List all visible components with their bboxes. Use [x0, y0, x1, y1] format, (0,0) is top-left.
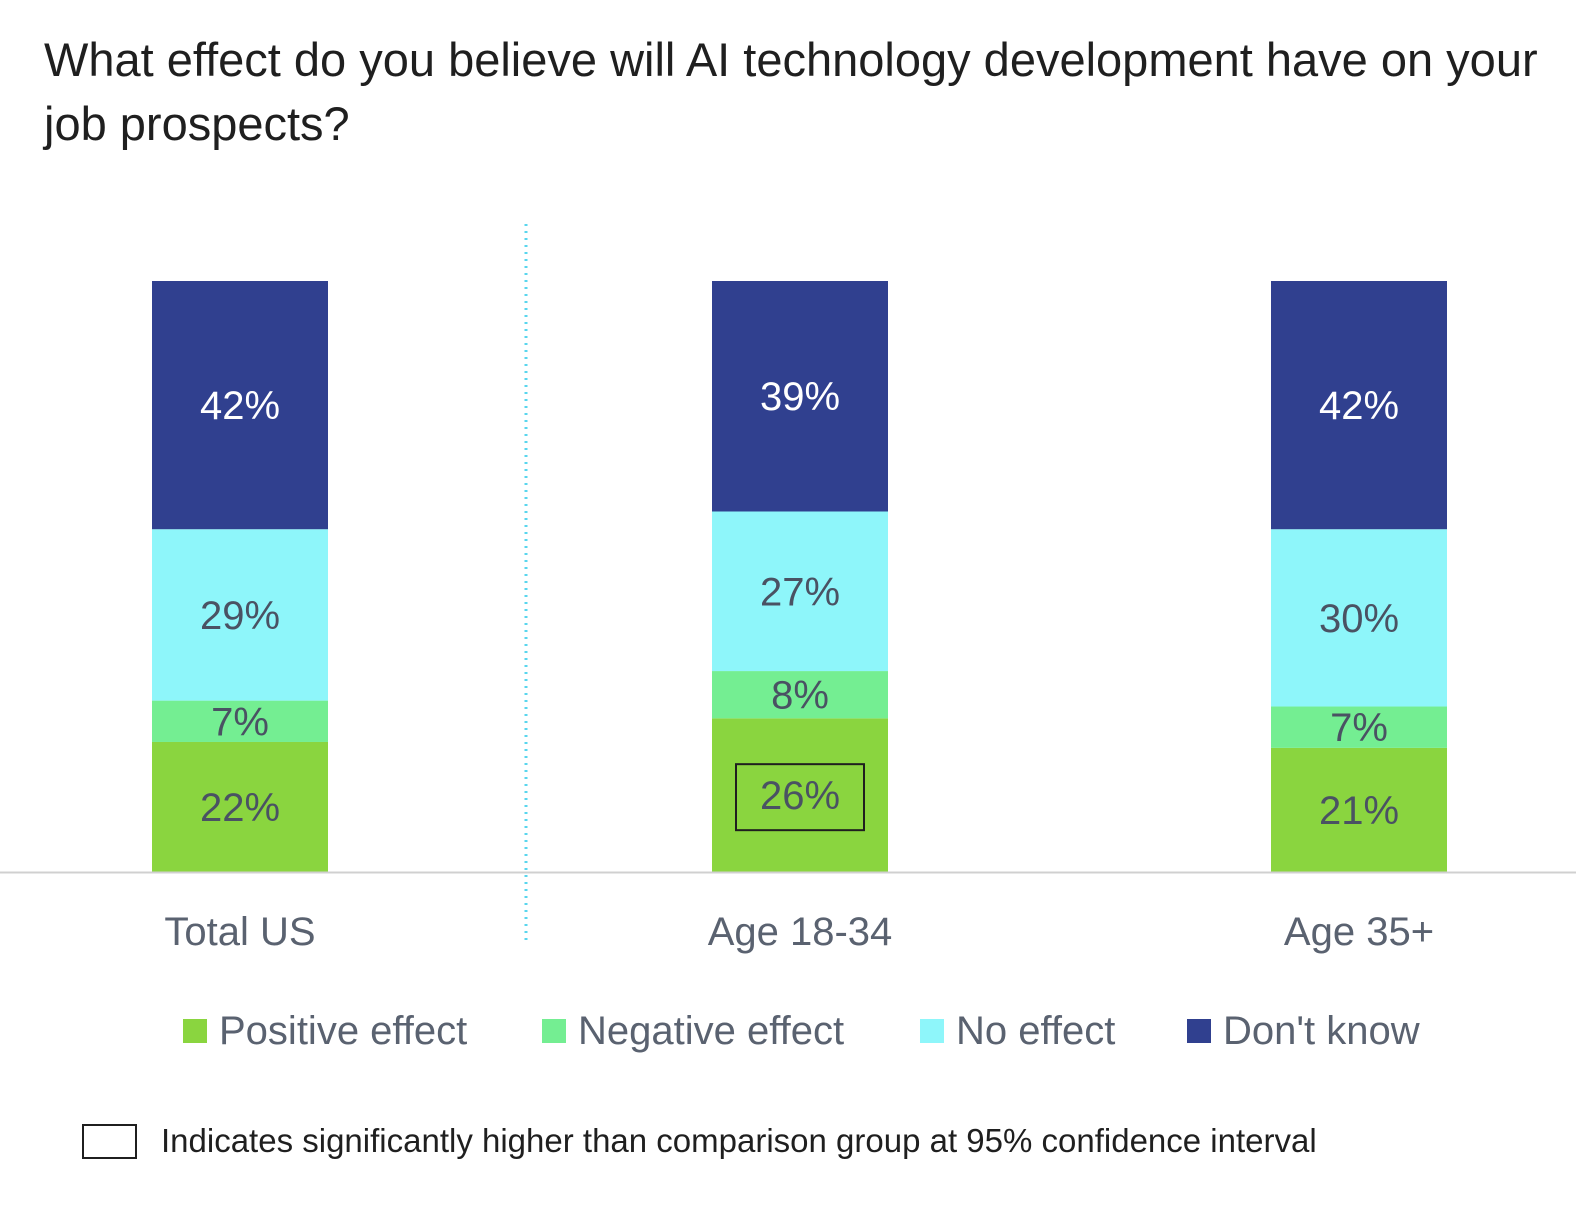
- value-label-age-35-negative-effect: 7%: [1330, 706, 1388, 750]
- legend-label-no-effect: No effect: [956, 1008, 1116, 1053]
- value-label-age-35-positive-effect: 21%: [1319, 789, 1399, 833]
- category-label-total-us: Total US: [164, 910, 315, 954]
- legend-item-negative-effect: Negative effect: [542, 1006, 844, 1056]
- value-label-total-us-don-t-know: 42%: [200, 384, 280, 428]
- legend-item-dont-know: Don't know: [1187, 1006, 1420, 1056]
- footnote-text: Indicates significantly higher than comp…: [161, 1122, 1317, 1159]
- bar-segment-age-18-34-positive-effect: [712, 718, 888, 872]
- category-label-age-35: Age 35+: [1284, 910, 1434, 954]
- stacked-bar-chart: 22% 7% 29% 42% Total US 26% 8% 27% 39% Age 18-34 2…: [0, 224, 1576, 954]
- legend-swatch-negative-effect: [542, 1019, 566, 1043]
- significance-box-icon: [82, 1123, 137, 1159]
- bar-segment-age-18-34-negative-effect: [712, 671, 888, 719]
- bar-segment-age-18-34-don-t-know: [712, 281, 888, 512]
- bar-segment-total-us-negative-effect: [152, 700, 328, 742]
- legend: Positive effect Negative effect No effec…: [0, 1006, 1576, 1056]
- bar-segment-age-35-negative-effect: [1271, 706, 1447, 748]
- legend-item-positive-effect: Positive effect: [183, 1006, 467, 1056]
- legend-label-negative-effect: Negative effect: [578, 1008, 845, 1053]
- value-label-age-18-34-positive-effect: 26%: [760, 774, 840, 818]
- legend-swatch-positive-effect: [183, 1019, 207, 1043]
- legend-label-positive-effect: Positive effect: [219, 1008, 468, 1053]
- bar-segment-total-us-don-t-know: [152, 281, 328, 530]
- bar-segment-age-35-no-effect: [1271, 529, 1447, 707]
- bar-segment-age-35-positive-effect: [1271, 747, 1447, 872]
- value-label-age-35-no-effect: 30%: [1319, 597, 1399, 641]
- value-label-total-us-positive-effect: 22%: [200, 786, 280, 830]
- bar-segment-total-us-no-effect: [152, 529, 328, 701]
- value-label-age-35-don-t-know: 42%: [1319, 384, 1399, 428]
- value-label-total-us-negative-effect: 7%: [211, 700, 269, 744]
- category-label-age-18-34: Age 18-34: [708, 910, 893, 954]
- legend-item-no-effect: No effect: [920, 1006, 1115, 1056]
- chart-title: What effect do you believe will AI techn…: [44, 33, 1538, 150]
- value-label-age-18-34-don-t-know: 39%: [760, 375, 840, 419]
- value-label-age-18-34-negative-effect: 8%: [771, 674, 829, 718]
- bar-segment-age-18-34-no-effect: [712, 511, 888, 672]
- legend-label-dont-know: Don't know: [1223, 1008, 1420, 1053]
- value-label-age-18-34-no-effect: 27%: [760, 570, 840, 614]
- legend-swatch-no-effect: [920, 1019, 944, 1043]
- significance-box-age-18-34-positive-effect: [735, 763, 865, 832]
- legend-swatch-dont-know: [1187, 1019, 1211, 1043]
- value-label-total-us-no-effect: 29%: [200, 594, 280, 638]
- footnote: Indicates significantly higher than comp…: [82, 1122, 1317, 1160]
- bar-segment-age-35-don-t-know: [1271, 281, 1447, 530]
- bar-segment-total-us-positive-effect: [152, 741, 328, 872]
